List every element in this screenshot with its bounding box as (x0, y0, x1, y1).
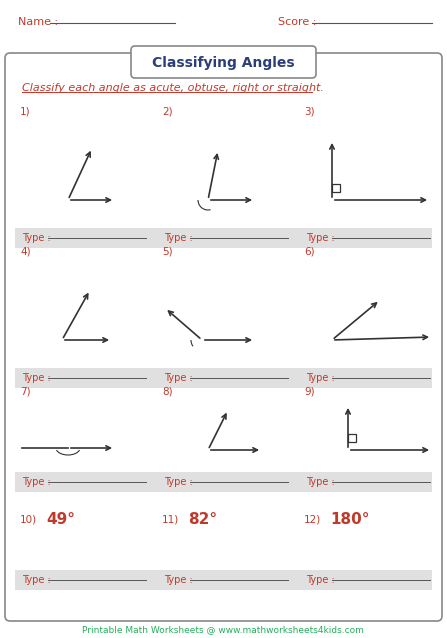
Text: Type :: Type : (164, 233, 193, 243)
Text: 49°: 49° (46, 512, 75, 528)
Text: 5): 5) (162, 246, 173, 256)
Bar (15, 472, 432, 492)
Bar (15, 368, 432, 388)
Bar (332, 184, 340, 192)
Text: Type :: Type : (164, 575, 193, 585)
Text: Score :: Score : (278, 17, 316, 27)
FancyBboxPatch shape (131, 46, 316, 78)
Text: Type :: Type : (306, 575, 335, 585)
Text: Type :: Type : (164, 373, 193, 383)
Text: Type :: Type : (22, 477, 51, 487)
Text: 12): 12) (304, 515, 321, 525)
Text: Type :: Type : (22, 373, 51, 383)
FancyBboxPatch shape (5, 53, 442, 621)
Text: 82°: 82° (188, 512, 217, 528)
Text: 10): 10) (20, 515, 37, 525)
Bar (15, 228, 432, 248)
Text: Type :: Type : (22, 233, 51, 243)
Text: Name :: Name : (18, 17, 58, 27)
Text: Printable Math Worksheets @ www.mathworksheets4kids.com: Printable Math Worksheets @ www.mathwork… (82, 625, 364, 635)
Bar (348, 434, 356, 442)
Bar (15, 570, 432, 590)
Text: Classify each angle as acute, obtuse, right or straight.: Classify each angle as acute, obtuse, ri… (22, 83, 324, 93)
Text: Type :: Type : (164, 477, 193, 487)
Text: 180°: 180° (330, 512, 370, 528)
Text: Classifying Angles: Classifying Angles (152, 56, 294, 70)
Text: 3): 3) (304, 106, 315, 116)
Text: 1): 1) (20, 106, 31, 116)
Text: Type :: Type : (306, 233, 335, 243)
Text: 9): 9) (304, 386, 315, 396)
Text: Type :: Type : (22, 575, 51, 585)
Text: 4): 4) (20, 246, 31, 256)
Text: 2): 2) (162, 106, 173, 116)
Text: 6): 6) (304, 246, 315, 256)
Text: Type :: Type : (306, 373, 335, 383)
Text: 7): 7) (20, 386, 31, 396)
Text: 8): 8) (162, 386, 173, 396)
Text: 11): 11) (162, 515, 179, 525)
Text: Type :: Type : (306, 477, 335, 487)
